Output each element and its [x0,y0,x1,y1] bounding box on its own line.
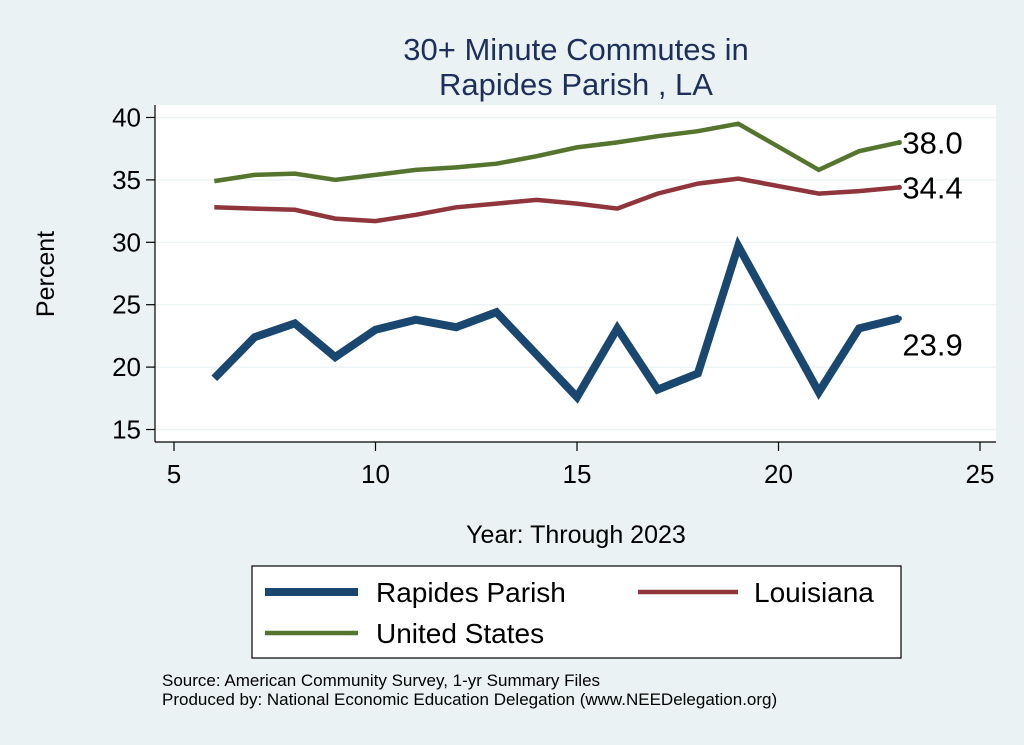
legend-label: United States [376,618,544,649]
series-line-united-states [213,121,900,184]
x-tick-label: 25 [966,459,995,489]
y-tick-label: 15 [112,415,141,445]
chart-title-line: Rapides Parish , LA [439,67,713,102]
x-tick-label: 10 [361,459,390,489]
x-tick-label: 15 [563,459,592,489]
legend: Rapides Parish Louisiana United States [251,565,902,659]
series-endpoint [896,315,902,321]
y-tick-label: 35 [112,165,141,195]
gridlines [155,116,996,431]
legend-box [251,565,902,659]
end-value-label: 34.4 [902,170,962,205]
axes: 15 20 25 30 35 40 5 10 15 20 25 [112,102,996,489]
produced-by-note: Produced by: National Economic Education… [162,690,778,709]
series-endpoint [896,184,902,190]
plot-area [155,105,996,442]
footer: Source: American Community Survey, 1-yr … [162,671,777,709]
y-tick-label: 40 [112,102,141,132]
y-tick-label: 20 [112,352,141,382]
series-endpoint [896,139,902,145]
x-axis-label: Year: Through 2023 [466,521,686,549]
y-axis-label: Percent [32,231,60,317]
legend-label: Louisiana [754,577,874,608]
series-line-rapides-parish [211,235,901,404]
series-line-louisiana [214,176,900,224]
end-value-label: 38.0 [902,125,962,160]
x-tick-label: 5 [167,459,181,489]
series-group [211,121,902,404]
y-tick-label: 30 [112,227,141,257]
end-labels: 23.9 34.4 38.0 [902,125,962,362]
y-tick-label: 25 [112,290,141,320]
legend-label: Rapides Parish [376,577,566,608]
source-note: Source: American Community Survey, 1-yr … [162,671,601,690]
x-tick-label: 20 [764,459,793,489]
end-value-label: 23.9 [902,327,962,362]
chart-title-line: 30+ Minute Commutes in [403,32,748,67]
